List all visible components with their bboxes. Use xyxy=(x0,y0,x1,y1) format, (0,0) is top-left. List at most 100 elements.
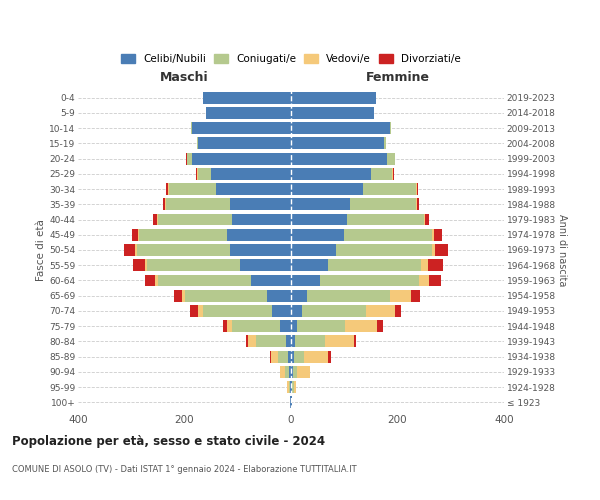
Bar xyxy=(272,305,291,317)
Bar xyxy=(124,244,135,256)
Bar xyxy=(432,244,435,256)
Bar xyxy=(182,290,185,302)
Bar xyxy=(389,122,391,134)
Bar xyxy=(193,122,291,134)
Bar xyxy=(291,122,389,134)
Bar xyxy=(186,152,187,164)
Bar xyxy=(419,274,430,286)
Bar xyxy=(291,198,350,210)
Bar xyxy=(198,138,291,149)
Bar xyxy=(435,244,448,256)
Bar xyxy=(336,244,432,256)
Bar xyxy=(211,168,291,180)
Bar xyxy=(287,381,289,393)
Bar xyxy=(246,336,248,347)
Text: COMUNE DI ASOLO (TV) - Dati ISTAT 1° gennaio 2024 - Elaborazione TUTTITALIA.IT: COMUNE DI ASOLO (TV) - Dati ISTAT 1° gen… xyxy=(12,465,356,474)
Bar xyxy=(174,290,182,302)
Y-axis label: Anni di nascita: Anni di nascita xyxy=(557,214,567,286)
Bar xyxy=(133,260,145,271)
Bar xyxy=(291,366,293,378)
Bar xyxy=(344,229,432,240)
Bar xyxy=(203,305,272,317)
Bar xyxy=(291,138,384,149)
Bar xyxy=(284,366,289,378)
Bar xyxy=(291,244,336,256)
Bar xyxy=(291,320,298,332)
Bar xyxy=(411,290,421,302)
Bar xyxy=(307,290,389,302)
Bar xyxy=(328,350,331,362)
Bar xyxy=(166,198,230,210)
Bar xyxy=(139,229,227,240)
Bar xyxy=(289,381,290,393)
Bar xyxy=(291,107,374,119)
Bar xyxy=(416,198,419,210)
Bar xyxy=(289,350,291,362)
Bar xyxy=(289,366,291,378)
Bar xyxy=(304,350,328,362)
Bar xyxy=(395,305,401,317)
Bar xyxy=(347,214,424,226)
Bar xyxy=(203,92,291,104)
Bar xyxy=(291,305,302,317)
Bar xyxy=(416,183,418,195)
Bar xyxy=(328,260,421,271)
Bar xyxy=(190,305,198,317)
Bar xyxy=(135,244,137,256)
Y-axis label: Fasce di età: Fasce di età xyxy=(36,219,46,281)
Bar xyxy=(425,214,430,226)
Bar xyxy=(424,214,425,226)
Bar xyxy=(293,366,297,378)
Legend: Celibi/Nubili, Coniugati/e, Vedovi/e, Divorziati/e: Celibi/Nubili, Coniugati/e, Vedovi/e, Di… xyxy=(118,50,464,67)
Bar xyxy=(223,320,227,332)
Bar xyxy=(291,152,387,164)
Bar xyxy=(377,320,383,332)
Bar xyxy=(432,229,434,240)
Bar xyxy=(227,229,291,240)
Bar xyxy=(363,183,416,195)
Bar xyxy=(291,381,292,393)
Bar xyxy=(145,274,155,286)
Bar xyxy=(350,198,416,210)
Bar xyxy=(256,336,286,347)
Bar xyxy=(153,214,157,226)
Bar xyxy=(158,274,251,286)
Bar xyxy=(292,381,293,393)
Bar xyxy=(297,366,310,378)
Bar xyxy=(428,260,443,271)
Bar xyxy=(371,168,392,180)
Bar xyxy=(227,320,232,332)
Bar xyxy=(138,229,139,240)
Bar xyxy=(291,214,347,226)
Bar xyxy=(365,305,395,317)
Bar xyxy=(248,336,256,347)
Bar xyxy=(198,168,211,180)
Bar xyxy=(293,350,304,362)
Bar xyxy=(320,274,419,286)
Bar xyxy=(232,320,280,332)
Bar xyxy=(196,168,197,180)
Bar xyxy=(298,320,346,332)
Bar xyxy=(384,138,386,149)
Bar xyxy=(241,260,291,271)
Bar xyxy=(166,183,168,195)
Bar xyxy=(155,274,158,286)
Bar xyxy=(393,168,394,180)
Text: Popolazione per età, sesso e stato civile - 2024: Popolazione per età, sesso e stato civil… xyxy=(12,435,325,448)
Bar xyxy=(325,336,354,347)
Bar xyxy=(158,214,232,226)
Bar xyxy=(278,350,289,362)
Text: Maschi: Maschi xyxy=(160,70,209,84)
Bar xyxy=(270,350,271,362)
Bar xyxy=(191,122,193,134)
Bar xyxy=(291,92,376,104)
Bar xyxy=(198,305,203,317)
Bar xyxy=(267,290,291,302)
Bar xyxy=(169,183,217,195)
Bar xyxy=(290,381,291,393)
Bar xyxy=(206,107,291,119)
Bar xyxy=(295,336,325,347)
Bar xyxy=(286,336,291,347)
Bar xyxy=(163,198,166,210)
Bar xyxy=(291,350,293,362)
